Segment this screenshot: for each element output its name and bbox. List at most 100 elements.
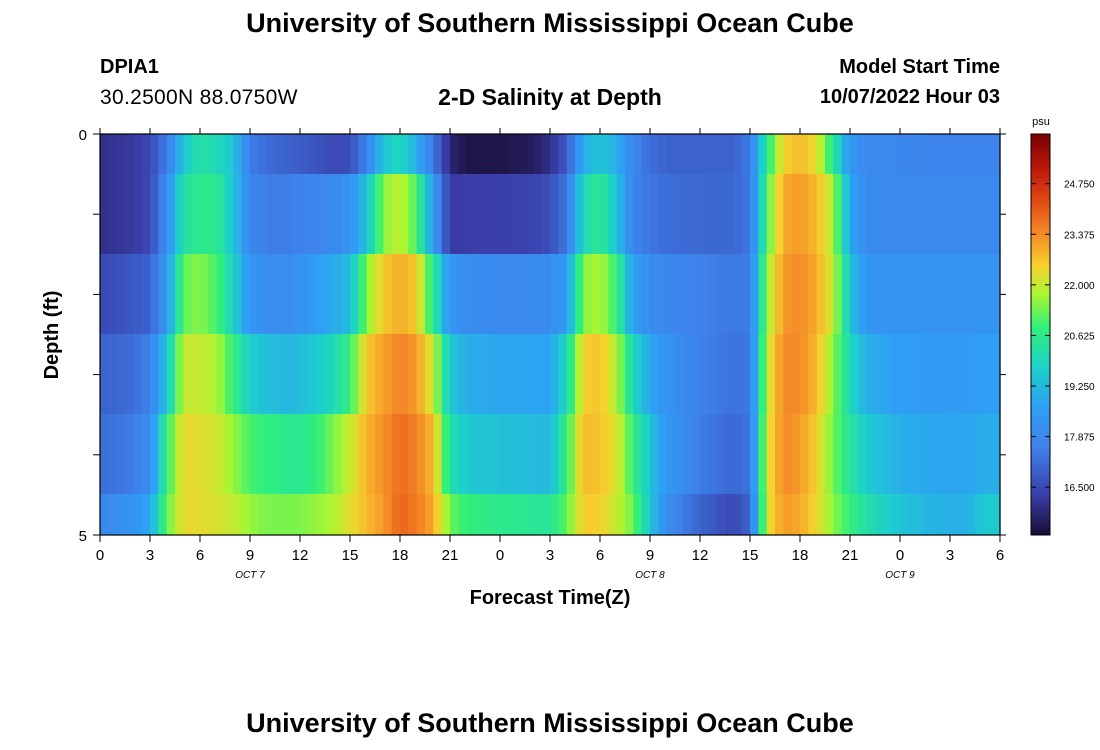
heatmap-cell	[258, 414, 268, 494]
heatmap-cell	[350, 494, 359, 535]
heatmap-cell	[500, 254, 509, 334]
heatmap-cell	[475, 174, 484, 254]
heatmap-cell	[566, 174, 576, 254]
heatmap-cell	[675, 134, 684, 174]
heatmap-cell	[933, 494, 943, 535]
heatmap-cell	[400, 174, 409, 254]
x-tick-label: 18	[392, 547, 409, 564]
heatmap-cell	[100, 414, 109, 494]
heatmap-cell	[850, 254, 859, 334]
heatmap-cell	[325, 134, 334, 174]
heatmap-cell	[700, 134, 709, 174]
heatmap-cell	[666, 134, 676, 174]
heatmap-cell	[150, 494, 159, 535]
heatmap-cell	[875, 414, 884, 494]
heatmap-cell	[300, 254, 309, 334]
heatmap-cell	[683, 134, 693, 174]
heatmap-cell	[766, 334, 776, 414]
heatmap-cell	[308, 414, 318, 494]
colorbar-tick-label: 16.500	[1064, 483, 1095, 494]
heatmap-cell	[375, 334, 384, 414]
heatmap-cell	[633, 494, 643, 535]
heatmap-cell	[950, 494, 959, 535]
x-tick-label: 6	[596, 547, 604, 564]
heatmap-cell	[991, 494, 1001, 535]
heatmap-cell	[116, 494, 126, 535]
heatmap-cell	[591, 334, 601, 414]
heatmap-cell	[100, 134, 109, 174]
heatmap-cell	[150, 414, 159, 494]
heatmap-cell	[425, 334, 434, 414]
heatmap-cell	[666, 254, 676, 334]
heatmap-cell	[450, 334, 459, 414]
colorbar-unit-label: psu	[1032, 116, 1050, 128]
heatmap-cell	[608, 134, 618, 174]
heatmap-cell	[433, 414, 443, 494]
heatmap-cell	[833, 134, 843, 174]
heatmap-cell	[233, 414, 243, 494]
heatmap-cell	[350, 174, 359, 254]
heatmap-cell	[750, 334, 759, 414]
heatmap-cell	[941, 414, 951, 494]
heatmap-cell	[391, 334, 401, 414]
heatmap-cell	[775, 174, 784, 254]
heatmap-cell	[525, 494, 534, 535]
heatmap-cell	[808, 174, 818, 254]
heatmap-cell	[783, 414, 793, 494]
heatmap-cell	[908, 134, 918, 174]
heatmap-cell	[566, 254, 576, 334]
heatmap-cell	[558, 494, 568, 535]
heatmap-cell	[733, 254, 743, 334]
heatmap-cell	[850, 334, 859, 414]
heatmap-cell	[366, 414, 376, 494]
x-tick-label: 0	[896, 547, 904, 564]
heatmap-cell	[550, 254, 559, 334]
heatmap-cell	[158, 494, 168, 535]
heatmap-cell	[200, 414, 209, 494]
heatmap-cell	[816, 334, 826, 414]
heatmap-cell	[158, 254, 168, 334]
heatmap-cell	[216, 254, 226, 334]
heatmap-cell	[508, 334, 518, 414]
heatmap-cell	[525, 134, 534, 174]
heatmap-cell	[441, 334, 451, 414]
heatmap-cell	[533, 254, 543, 334]
heatmap-cell	[441, 494, 451, 535]
heatmap-cell	[416, 174, 426, 254]
heatmap-cell	[266, 174, 276, 254]
heatmap-cell	[475, 134, 484, 174]
heatmap-cell	[283, 254, 293, 334]
heatmap-cell	[725, 254, 734, 334]
heatmap-cell	[316, 494, 326, 535]
heatmap-cell	[283, 494, 293, 535]
x-tick-label: 9	[646, 547, 654, 564]
heatmap-cell	[100, 494, 109, 535]
heatmap-cell	[550, 494, 559, 535]
heatmap-cell	[916, 174, 926, 254]
heatmap-cell	[675, 334, 684, 414]
heatmap-cell	[883, 174, 893, 254]
station-id: DPIA1	[100, 56, 159, 78]
heatmap-cell	[475, 494, 484, 535]
heatmap-cell	[541, 334, 551, 414]
heatmap-cell	[408, 134, 418, 174]
heatmap-cell	[875, 134, 884, 174]
heatmap-cell	[383, 494, 393, 535]
heatmap-cell	[875, 334, 884, 414]
heatmap-cell	[108, 254, 118, 334]
heatmap-cell	[650, 134, 659, 174]
heatmap-cell	[200, 134, 209, 174]
heatmap-cell	[125, 134, 134, 174]
heatmap-cell	[750, 134, 759, 174]
heatmap-cell	[358, 134, 368, 174]
heatmap-cell	[150, 134, 159, 174]
heatmap-cell	[208, 174, 218, 254]
heatmap-cell	[241, 494, 251, 535]
heatmap-cell	[733, 174, 743, 254]
heatmap-cell	[558, 174, 568, 254]
heatmap-cell	[175, 134, 184, 174]
heatmap-cell	[508, 134, 518, 174]
x-tick-labels: 0 3 6 9 12 15 18 21 0 3 6 9 12 15 18 21 0 3 6	[96, 547, 1004, 564]
heatmap-cell	[600, 254, 609, 334]
heatmap-cell	[691, 254, 701, 334]
